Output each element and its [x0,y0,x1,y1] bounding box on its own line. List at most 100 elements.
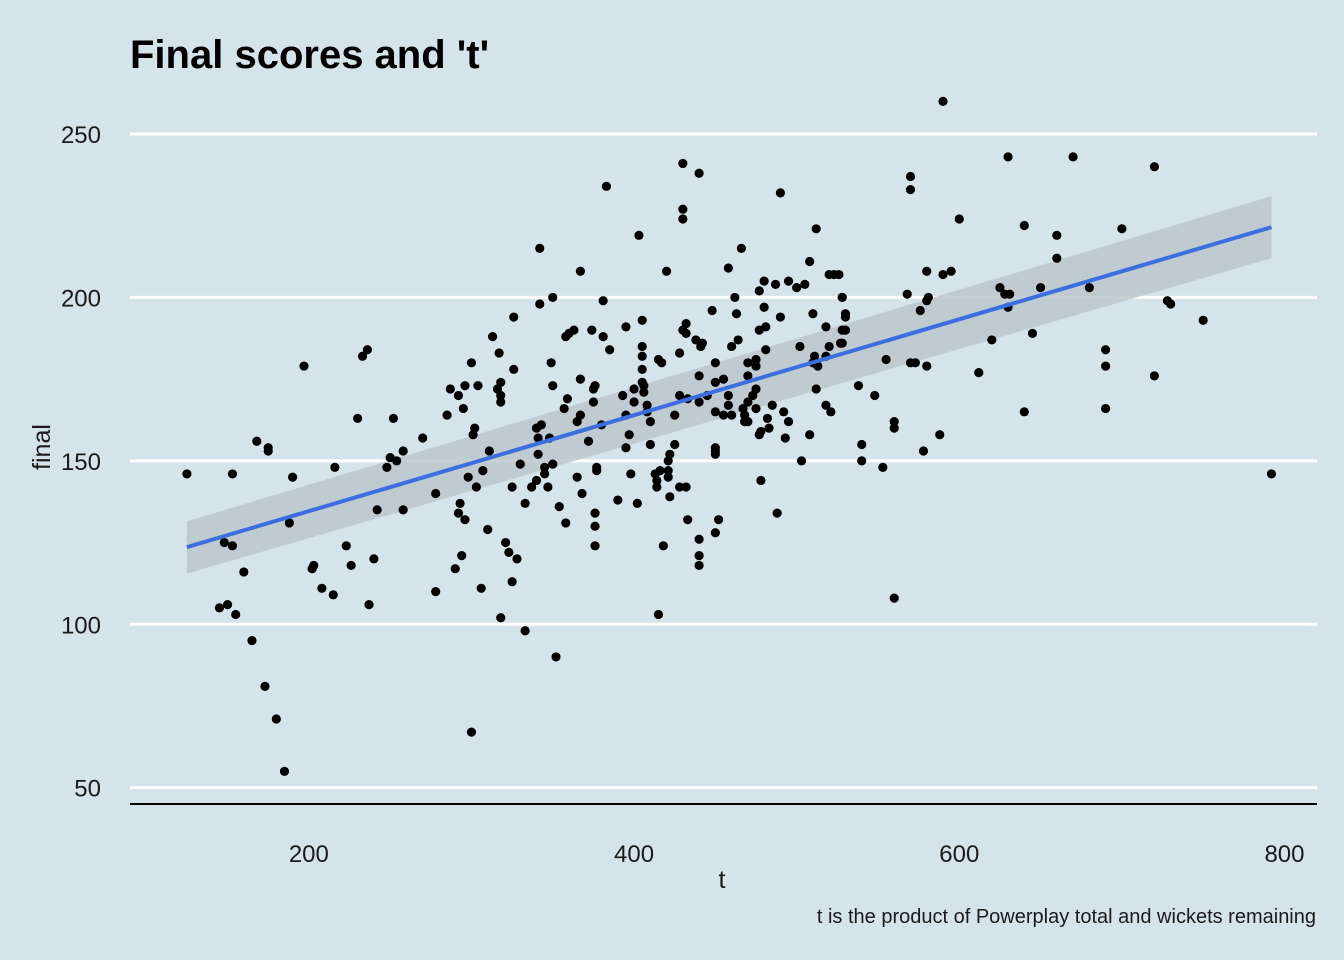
data-point [718,374,729,384]
data-point [743,358,753,368]
data-point [824,341,834,352]
data-point [665,492,675,502]
data-point [279,766,290,776]
data-point [496,397,506,407]
data-point [476,583,486,593]
data-point [588,397,599,407]
data-point [645,439,655,450]
data-point [683,515,693,525]
data-point [535,299,545,309]
data-point [231,609,241,620]
data-point [466,358,477,368]
data-point [590,541,600,551]
data-point [592,466,602,476]
data-point [821,322,831,332]
x-tick-label: 200 [289,841,329,868]
data-point [501,537,511,548]
data-point [504,547,514,557]
y-tick-label: 100 [61,612,101,639]
data-point [587,325,597,335]
trend-line [186,225,1273,550]
y-tick-labels: 50 100 150 200 250 [61,122,101,803]
data-point [707,305,717,316]
data-point [759,276,769,286]
data-point [878,462,888,472]
data-point [388,413,399,423]
data-point [533,433,543,443]
data-point [1019,220,1029,231]
data-point [987,335,997,345]
data-point [751,361,761,371]
data-point [1003,152,1013,162]
data-point [935,430,945,440]
data-point [857,439,867,450]
data-point [811,384,821,394]
data-point [770,279,781,289]
data-point [247,635,257,646]
data-point [1266,469,1277,479]
data-point [621,443,631,453]
data-point [605,345,615,355]
data-point [736,243,746,254]
data-point [1019,407,1029,417]
data-point [918,446,929,456]
data-point [681,482,691,492]
data-point [418,433,428,443]
data-point [219,537,229,548]
data-point [639,381,649,391]
data-point [670,439,680,450]
data-point [330,462,340,472]
data-point [496,377,506,388]
data-point [805,256,815,267]
data-point [536,420,546,430]
data-point [398,505,408,515]
data-point [670,410,680,420]
data-point [694,560,704,571]
data-point [710,377,720,388]
data-point [239,567,249,577]
data-point [811,224,821,234]
data-point [678,214,688,224]
data-point [780,433,790,443]
data-point [795,341,805,352]
data-point [1117,224,1127,234]
data-point [543,482,553,492]
data-point [889,593,899,603]
data-point [1166,299,1176,309]
data-point [362,345,372,355]
x-tick-label: 600 [939,841,979,868]
data-point [598,332,608,342]
data-point [357,351,368,361]
data-point [834,269,844,280]
data-point [577,488,587,499]
data-point [478,466,488,476]
data-point [718,410,729,420]
data-point [764,423,774,433]
data-point [569,325,579,335]
data-point [392,456,402,466]
data-point [665,449,675,459]
data-point [598,296,608,306]
data-point [540,469,550,479]
data-point [309,560,319,571]
data-point [515,459,525,469]
data-point [751,384,761,394]
data-point [471,482,481,492]
data-point [382,462,392,472]
data-point [561,518,571,528]
data-point [938,269,948,280]
data-point [889,417,899,427]
data-point [509,312,519,322]
data-point [642,400,652,410]
x-tick-label: 800 [1264,841,1304,868]
data-points [182,96,1277,776]
chart-caption: t is the product of Powerplay total and … [817,906,1316,928]
data-point [548,292,558,303]
data-point [182,469,192,479]
data-point [554,501,564,512]
data-point [751,354,761,365]
data-point [902,289,912,299]
data-point [652,475,662,486]
data-point [761,322,771,332]
